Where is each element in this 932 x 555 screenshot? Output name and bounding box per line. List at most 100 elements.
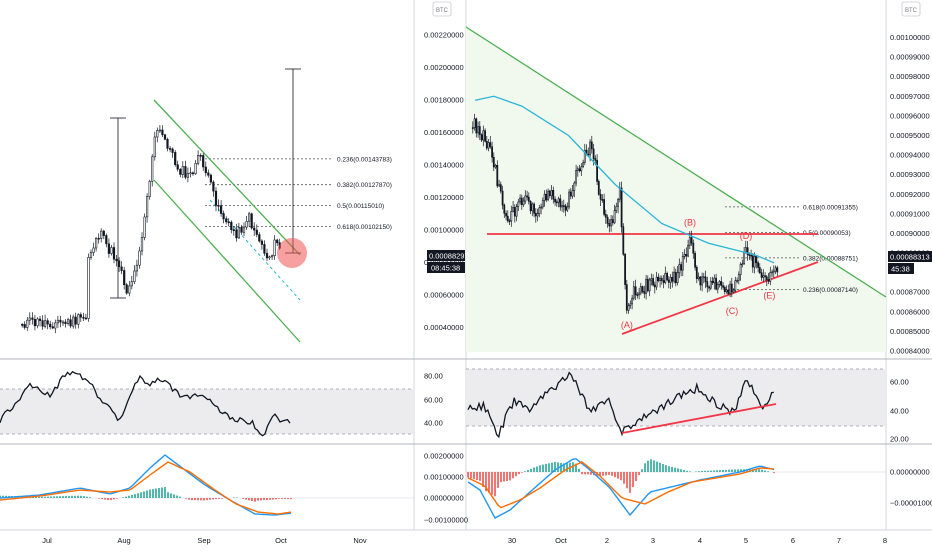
- right-candle-body: [624, 253, 627, 285]
- right-time-tick: 4: [698, 536, 702, 545]
- right-candle-body: [708, 286, 711, 289]
- left-candle-body: [33, 319, 36, 327]
- left-last-price-badge[interactable]: [427, 250, 465, 261]
- right-candle-body: [701, 276, 704, 286]
- left-candle-body: [204, 166, 207, 174]
- right-candle-body: [662, 280, 665, 283]
- right-time-tick: 8: [883, 536, 887, 545]
- left-hist-bar: [77, 495, 79, 498]
- left-signal-line: [0, 461, 292, 515]
- right-hist-bar: [716, 470, 718, 472]
- left-candle-body: [258, 234, 261, 242]
- right-candle-body: [540, 206, 543, 209]
- right-candle-body: [473, 118, 476, 128]
- left-hist-bar: [164, 487, 166, 498]
- left-hist-bar: [149, 489, 151, 498]
- left-hist-bar: [80, 495, 82, 498]
- right-candle-body: [562, 205, 565, 207]
- right-candle-body: [657, 276, 660, 282]
- left-hist-bar: [125, 496, 127, 498]
- right-fib-label: 0.236(0.00087140): [803, 287, 858, 294]
- right-candle-body: [655, 276, 658, 288]
- right-candle-body: [694, 253, 697, 268]
- left-candle-body: [214, 190, 218, 206]
- left-candle-body: [43, 320, 47, 327]
- left-candle-body: [232, 229, 235, 231]
- left-currency-tag: [432, 1, 452, 17]
- right-candle-body: [648, 279, 651, 292]
- right-hist-bar: [500, 472, 502, 483]
- right-candle-body: [666, 272, 669, 281]
- left-price-tick: 0.00160000: [424, 128, 464, 137]
- wave-label: (E): [763, 290, 775, 300]
- left-hist-bar: [62, 496, 64, 498]
- right-price-tick: 0.00084000: [890, 347, 930, 356]
- right-candle-body: [769, 271, 772, 282]
- left-macd-line: [0, 454, 292, 516]
- left-candle-body: [169, 148, 172, 150]
- right-candle-body: [688, 237, 691, 246]
- left-candle-body: [235, 229, 238, 239]
- right-price-tick: 0.00098000: [890, 72, 930, 81]
- right-candle-body: [758, 267, 761, 273]
- left-hist-bar: [188, 498, 190, 500]
- left-macd-tick: 0.00200000: [424, 452, 464, 461]
- left-candle-body: [77, 314, 80, 325]
- left-candle-body: [253, 227, 256, 231]
- right-candle-body: [685, 254, 688, 257]
- right-candle-body: [589, 141, 592, 156]
- right-price-tick: 0.00100000: [890, 33, 930, 42]
- right-hist-bar: [506, 472, 508, 481]
- left-hist-bar: [0, 495, 1, 498]
- left-candle-body: [69, 319, 72, 327]
- right-candle-body: [669, 277, 672, 283]
- left-hist-bar: [134, 494, 136, 498]
- left-candle-body: [255, 229, 258, 235]
- right-candle-body: [711, 280, 714, 284]
- left-hist-bar: [179, 496, 181, 498]
- right-hist-bar: [740, 469, 742, 472]
- left-hist-bar: [38, 496, 40, 498]
- right-hist-bar: [563, 463, 565, 472]
- right-candle-body: [676, 272, 679, 283]
- left-channel-upper: [153, 99, 301, 256]
- right-hist-bar: [527, 470, 529, 472]
- left-candle-body: [138, 250, 141, 266]
- left-candle-body: [240, 227, 243, 233]
- left-channel-lower: [153, 179, 301, 343]
- right-hist-bar: [470, 472, 472, 479]
- right-candle-body: [692, 242, 695, 254]
- right-candle-body: [687, 244, 690, 257]
- right-hist-bar: [662, 464, 664, 472]
- left-hist-bar: [272, 498, 274, 500]
- right-hist-bar: [479, 472, 481, 481]
- left-hist-bar: [257, 498, 259, 501]
- right-candle-body: [774, 267, 777, 272]
- left-candle-body: [36, 318, 39, 327]
- right-hist-bar: [653, 460, 655, 472]
- left-hist-bar: [2, 495, 4, 498]
- right-candle-body: [471, 127, 474, 129]
- right-hist-bar: [545, 463, 547, 472]
- left-candle-body: [72, 316, 75, 327]
- right-hist-bar: [638, 472, 640, 476]
- left-hist-bar: [107, 498, 109, 501]
- right-hist-bar: [698, 471, 700, 472]
- right-price-tick: 0.00096000: [890, 111, 930, 120]
- right-hist-bar: [491, 472, 493, 495]
- left-hist-bar: [191, 498, 193, 501]
- right-last-price: 0.00088313: [890, 253, 930, 262]
- left-candle-body: [156, 130, 159, 138]
- left-candle-body: [115, 258, 118, 262]
- right-last-price-badge[interactable]: [888, 251, 932, 262]
- wave-label: (C): [726, 306, 739, 316]
- right-price-tick: 0.00086000: [890, 307, 930, 316]
- right-candle-body: [618, 187, 621, 200]
- right-candle-body: [743, 251, 746, 264]
- left-hist-bar: [194, 498, 196, 501]
- left-candle-body: [189, 172, 192, 175]
- left-candle-body: [148, 181, 151, 197]
- right-candle-body: [722, 285, 725, 288]
- right-candle-body: [475, 118, 478, 134]
